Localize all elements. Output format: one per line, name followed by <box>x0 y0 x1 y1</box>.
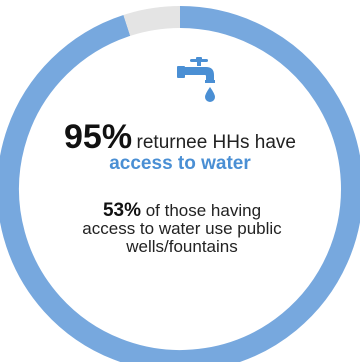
headline-accent: access to water <box>109 153 251 174</box>
headline: 95% returnee HHs have access to water <box>30 120 330 173</box>
secondary-text-line1: of those having <box>145 201 262 220</box>
secondary-text-line3: wells/fountains <box>126 237 238 256</box>
headline-percent: 95% <box>64 118 133 156</box>
secondary-text-line2: access to water use public <box>82 219 282 238</box>
secondary-percent: 53% <box>102 200 141 221</box>
secondary-stat: 53% of those having access to water use … <box>50 200 314 256</box>
donut-segment-access <box>0 6 360 362</box>
water-tap-icon <box>177 57 215 102</box>
donut-segment-no-access <box>123 6 181 36</box>
headline-text: returnee HHs have <box>136 132 296 153</box>
